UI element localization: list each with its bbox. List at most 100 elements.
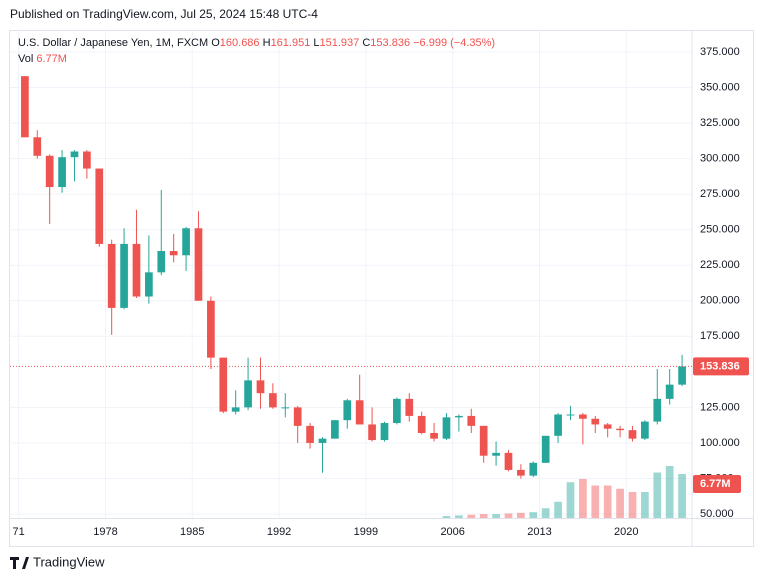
volume-bar: [579, 479, 587, 518]
candle-body: [95, 168, 104, 244]
candle-body: [256, 380, 265, 394]
candle-body: [529, 462, 538, 476]
volume-bar: [641, 492, 649, 518]
candle-body: [182, 228, 190, 256]
candle-body: [244, 380, 252, 408]
legend-field-label: H: [263, 37, 271, 49]
x-tick-label: 2020: [614, 526, 638, 538]
candle-body: [541, 435, 550, 463]
logo-icon: [10, 557, 29, 569]
volume-bar: [479, 514, 488, 518]
legend-field-label: L: [313, 37, 319, 49]
candle-body: [157, 251, 166, 273]
volume-bar: [653, 472, 662, 518]
legend: U.S. Dollar / Japanese Yen, 1M, FXCM O16…: [18, 37, 495, 49]
candle-body: [405, 398, 414, 416]
legend-volume-label: Vol: [18, 53, 33, 65]
y-tick-label: 350.000: [700, 81, 740, 93]
y-tick-label: 175.000: [700, 330, 740, 342]
legend-volume: Vol 6.77M: [18, 53, 67, 65]
candle-body: [665, 384, 674, 399]
candle-body: [343, 400, 352, 421]
volume-bar: [455, 515, 463, 518]
candle-body: [442, 417, 451, 439]
frame: [9, 30, 754, 547]
y-tick-label: 325.000: [700, 117, 740, 129]
candle-body: [616, 428, 624, 431]
y-tick-label: 100.000: [700, 437, 740, 449]
candle-body: [653, 398, 662, 422]
candle-body: [107, 243, 116, 308]
y-tick-label: 200.000: [700, 295, 740, 307]
last-price-label: 153.836: [700, 360, 740, 372]
candle-body: [132, 243, 141, 297]
y-tick-label: 50.000: [700, 508, 734, 520]
candle-body: [566, 414, 575, 416]
candle-body: [70, 151, 79, 158]
candle-body: [591, 418, 600, 425]
y-tick-label: 275.000: [700, 188, 740, 200]
candle-body: [430, 432, 438, 439]
legend-field-value: 153.836: [370, 37, 410, 49]
footer-logo: TradingView: [10, 554, 105, 569]
volume-bar: [554, 501, 562, 518]
legend-volume-value: 6.77M: [36, 53, 67, 65]
volume-bar: [628, 492, 637, 518]
x-tick-label: 1978: [93, 526, 117, 538]
x-tick-label: 1985: [180, 526, 204, 538]
candle-body: [579, 414, 587, 419]
candle-body: [33, 137, 42, 156]
candle-body: [306, 425, 314, 443]
candle-body: [417, 415, 426, 433]
candle-body: [455, 415, 463, 418]
volume-bar: [504, 513, 513, 518]
legend-field-label: O: [211, 37, 220, 49]
candle-body: [517, 469, 525, 476]
legend-field-value: 151.937: [320, 37, 360, 49]
candle-body: [467, 415, 476, 426]
candle-body: [628, 430, 637, 439]
brand: TradingView: [33, 554, 105, 569]
volume-bar: [492, 514, 500, 518]
candle-body: [83, 151, 91, 169]
x-tick-label: 71: [13, 526, 25, 538]
legend-field-value: 161.951: [271, 37, 311, 49]
candle-body: [641, 421, 649, 439]
candle-body: [281, 407, 290, 409]
candle-body: [169, 251, 178, 256]
candle-body: [231, 407, 240, 412]
candle-body: [678, 366, 686, 385]
candle-body: [269, 393, 277, 408]
candle-body: [58, 157, 66, 188]
legend-symbol: U.S. Dollar / Japanese Yen, 1M, FXCM: [18, 37, 208, 49]
x-tick-label: 2013: [527, 526, 551, 538]
candle-body: [355, 400, 364, 425]
y-tick-label: 225.000: [700, 259, 740, 271]
candle-body: [380, 423, 389, 441]
volume-bar: [566, 482, 575, 518]
y-tick-label: 125.000: [700, 401, 740, 413]
last-price-badge: [693, 357, 749, 376]
candle-body: [331, 420, 339, 439]
candle-body: [145, 272, 153, 297]
candle-body: [21, 76, 29, 138]
volume-bar: [616, 488, 624, 518]
plot: [21, 76, 686, 518]
candle-body: [492, 452, 500, 456]
y-tick-label: 375.000: [700, 46, 740, 58]
y-tick-label: 250.000: [700, 224, 740, 236]
volume-bar: [467, 514, 476, 518]
candle-body: [293, 407, 302, 426]
volume-bar: [678, 473, 686, 518]
volume-bar: [665, 466, 674, 518]
x-tick-label: 1992: [267, 526, 291, 538]
candle-body: [318, 438, 327, 443]
x-tick-label: 2006: [440, 526, 464, 538]
volume-bar: [442, 516, 451, 518]
candle-body: [504, 452, 513, 470]
legend-field-label: C: [362, 37, 370, 49]
candle-body: [207, 300, 215, 358]
published-note: Published on TradingView.com, Jul 25, 20…: [10, 7, 318, 21]
legend-field-value: 160.686: [220, 37, 260, 49]
